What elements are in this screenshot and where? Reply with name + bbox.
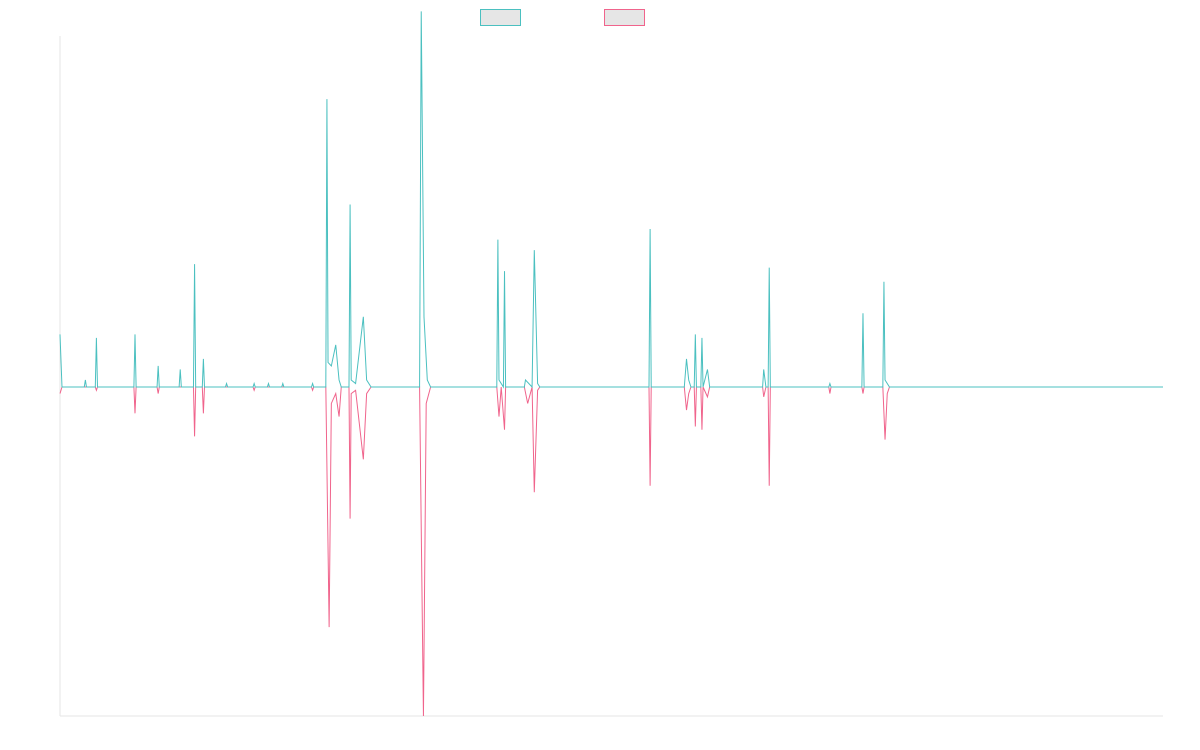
series-line-1 — [59, 11, 1163, 389]
series-layer — [59, 11, 1163, 717]
chart-legend — [480, 9, 645, 26]
legend-swatch-1[interactable] — [480, 9, 521, 26]
series-line-2 — [59, 386, 1163, 717]
legend-swatch-2[interactable] — [604, 9, 645, 26]
